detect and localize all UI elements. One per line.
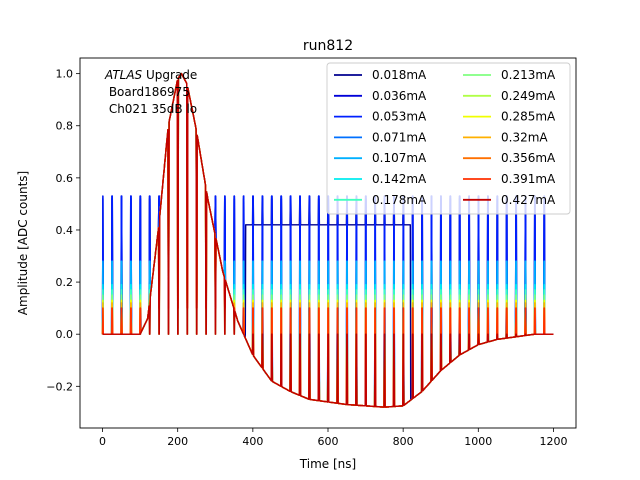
chart-title: run812 [303, 38, 353, 54]
x-tick-label: 200 [167, 435, 188, 448]
y-axis-ticks: −0.2 0.0 0.2 0.4 0.6 0.8 1.0 [46, 68, 80, 393]
legend: 0.018mA 0.036mA 0.053mA 0.071mA 0.107mA 0.142… [326, 62, 571, 215]
x-axis-label: Time [ns] [299, 457, 356, 471]
legend-label: 0.427mA [501, 193, 556, 207]
y-tick-label: 1.0 [56, 68, 74, 81]
y-axis-label: Amplitude [ADC counts] [16, 171, 30, 315]
legend-label: 0.391mA [501, 172, 556, 186]
legend-items: 0.018mA 0.036mA 0.053mA 0.071mA 0.107mA 0.142… [334, 68, 556, 207]
legend-label: 0.053mA [372, 110, 427, 124]
y-tick-label: 0.6 [56, 172, 74, 185]
x-tick-label: 1200 [539, 435, 567, 448]
x-axis-ticks: 0 200 400 600 800 1000 1200 [99, 428, 567, 448]
x-tick-label: 0 [99, 435, 106, 448]
legend-label: 0.107mA [372, 151, 427, 165]
legend-label: 0.213mA [501, 68, 556, 82]
y-tick-label: −0.2 [46, 380, 73, 393]
annotation-box: ATLAS Upgrade Board186975 Ch021 35dB lo [104, 68, 197, 116]
legend-label: 0.356mA [501, 151, 556, 165]
x-tick-label: 800 [393, 435, 414, 448]
legend-label: 0.32mA [501, 130, 548, 144]
legend-label: 0.036mA [372, 89, 427, 103]
y-tick-label: 0.0 [56, 328, 74, 341]
atlas-label: ATLAS [104, 68, 143, 82]
legend-label: 0.249mA [501, 89, 556, 103]
y-tick-label: 0.2 [56, 276, 74, 289]
upgrade-label: Upgrade [142, 68, 197, 82]
annotation-channel: Ch021 35dB lo [105, 102, 197, 116]
annotation-board: Board186975 [105, 85, 190, 99]
legend-frame [326, 62, 571, 215]
legend-label: 0.142mA [372, 172, 427, 186]
legend-label: 0.018mA [372, 68, 427, 82]
x-tick-label: 400 [242, 435, 263, 448]
legend-label: 0.178mA [372, 193, 427, 207]
x-tick-label: 600 [318, 435, 339, 448]
x-tick-label: 1000 [464, 435, 492, 448]
annotation-atlas-line: ATLAS Upgrade [104, 68, 197, 82]
y-tick-label: 0.8 [56, 120, 74, 133]
legend-label: 0.071mA [372, 130, 427, 144]
y-tick-label: 0.4 [56, 224, 74, 237]
legend-label: 0.285mA [501, 110, 556, 124]
series-line-0.427mA [102, 72, 554, 408]
